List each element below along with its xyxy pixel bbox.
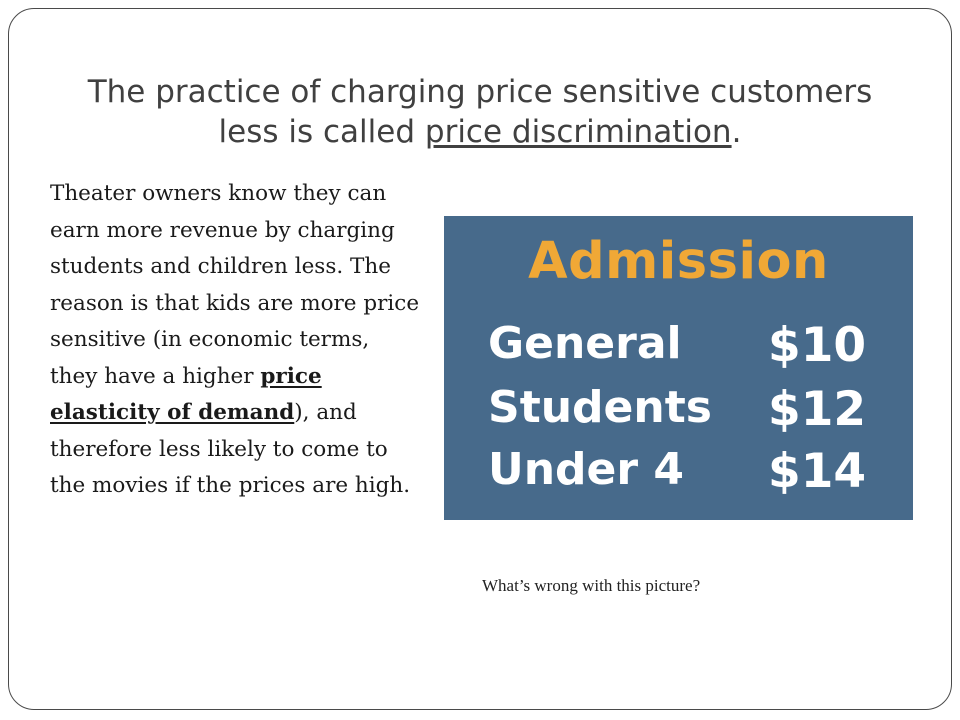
title-line-2-prefix: less is called xyxy=(218,114,425,150)
body-text-after: ), and therefore less likely to come to … xyxy=(50,400,411,498)
sign-row-general: General $10 xyxy=(488,318,888,374)
body-paragraph: Theater owners know they can earn more r… xyxy=(50,176,422,505)
sign-row-students: Students $12 xyxy=(488,382,888,438)
image-caption: What’s wrong with this picture? xyxy=(482,576,701,595)
sign-row-under-4: Under 4 $14 xyxy=(488,444,888,500)
body-text-before: Theater owners know they can earn more r… xyxy=(50,181,420,389)
slide-title: The practice of charging price sensitive… xyxy=(40,72,920,152)
sign-price: $12 xyxy=(768,382,867,437)
sign-title: Admission xyxy=(528,232,829,291)
body-key-term: price elasticity of demand xyxy=(50,363,322,426)
admission-sign-image: Admission General $10 Students $12 Under… xyxy=(444,216,913,520)
title-key-term: price discrimination xyxy=(424,114,732,150)
sign-category: General xyxy=(488,318,682,369)
sign-price: $14 xyxy=(768,444,867,499)
sign-price: $10 xyxy=(768,318,867,373)
title-line-1: The practice of charging price sensitive… xyxy=(87,74,873,110)
title-period: . xyxy=(731,114,742,150)
sign-category: Under 4 xyxy=(488,444,685,495)
sign-category: Students xyxy=(488,382,712,433)
